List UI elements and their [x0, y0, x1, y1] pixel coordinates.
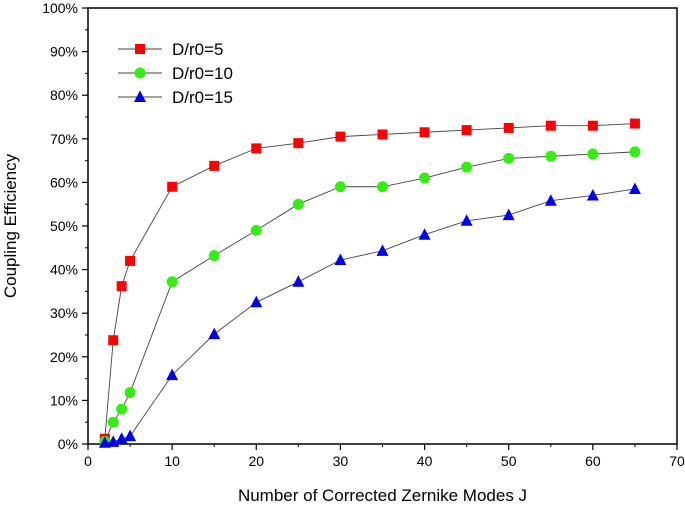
- data-point: [107, 435, 120, 447]
- x-tick-label: 10: [164, 453, 180, 469]
- y-tick-label: 10%: [50, 392, 78, 408]
- data-point: [377, 129, 388, 140]
- data-point: [419, 127, 430, 138]
- legend-label: D/r0=10: [172, 64, 233, 83]
- legend: D/r0=5 D/r0=10 D/r0=15: [118, 40, 233, 107]
- data-point: [334, 253, 347, 266]
- data-point: [460, 214, 473, 226]
- y-tick-label: 20%: [50, 349, 78, 365]
- x-tick-label: 60: [585, 453, 601, 469]
- data-point: [166, 276, 178, 288]
- data-point: [545, 150, 557, 162]
- data-point: [107, 416, 119, 428]
- data-point: [503, 152, 515, 164]
- x-tick-label: 0: [84, 453, 92, 469]
- data-point: [251, 143, 262, 154]
- series-line: [104, 151, 635, 442]
- data-point: [461, 125, 472, 136]
- data-point: [250, 295, 263, 308]
- legend-label: D/r0=5: [172, 40, 224, 59]
- series-line: [104, 123, 635, 439]
- data-point: [293, 138, 304, 149]
- legend-marker: [134, 90, 146, 102]
- legend-item: D/r0=10: [118, 64, 233, 83]
- data-point: [503, 122, 514, 133]
- data-point: [108, 335, 119, 346]
- x-axis-title: Number of Corrected Zernike Modes J: [238, 486, 527, 505]
- data-point: [419, 172, 431, 184]
- data-point: [124, 387, 136, 399]
- y-tick-label: 90%: [50, 44, 78, 60]
- y-tick-label: 40%: [50, 262, 78, 278]
- legend-marker: [135, 44, 145, 54]
- data-point: [125, 255, 136, 266]
- x-tick-label: 50: [501, 453, 517, 469]
- x-tick-label: 40: [417, 453, 433, 469]
- data-point: [208, 250, 220, 262]
- data-point: [98, 436, 111, 448]
- data-point: [502, 208, 515, 221]
- y-tick-label: 80%: [50, 87, 78, 103]
- y-tick-label: 0%: [58, 436, 78, 452]
- data-point: [335, 131, 346, 142]
- series-line: [104, 188, 635, 444]
- series-triangle: [98, 182, 641, 448]
- data-point: [418, 228, 431, 240]
- data-point: [629, 118, 640, 129]
- axes: 0 10 20 30 40 50 60 70 0% 10% 20% 30% 40% 50% 60% 70% 80…: [42, 0, 685, 469]
- x-tick-label: 30: [333, 453, 349, 469]
- data-point: [116, 281, 127, 292]
- data-point: [377, 181, 388, 193]
- data-point: [208, 327, 221, 340]
- data-point: [629, 146, 641, 158]
- data-point: [587, 148, 599, 160]
- data-point: [544, 194, 557, 206]
- y-tick-label: 70%: [50, 131, 78, 147]
- data-point: [334, 181, 346, 193]
- data-point: [250, 224, 262, 236]
- data-point: [587, 120, 598, 131]
- series-layer: [98, 118, 641, 448]
- data-point: [292, 198, 304, 210]
- x-tick-label: 20: [248, 453, 264, 469]
- legend-marker: [134, 67, 146, 79]
- data-point: [628, 182, 641, 194]
- series-circle: [99, 146, 641, 447]
- legend-label: D/r0=15: [172, 88, 233, 107]
- data-point: [461, 161, 473, 173]
- data-point: [116, 403, 128, 415]
- data-point: [376, 244, 389, 256]
- y-tick-label: 60%: [50, 174, 78, 190]
- y-axis-title: Coupling Efficiency: [1, 153, 20, 298]
- y-tick-label: 100%: [42, 0, 78, 16]
- y-tick-label: 50%: [50, 218, 78, 234]
- data-point: [167, 181, 178, 192]
- y-tick-label: 30%: [50, 305, 78, 321]
- legend-item: D/r0=5: [118, 40, 224, 59]
- series-square: [99, 118, 640, 444]
- data-point: [124, 429, 137, 442]
- data-point: [545, 120, 556, 131]
- data-point: [166, 368, 179, 381]
- data-point: [292, 275, 305, 287]
- data-point: [209, 160, 220, 171]
- data-point: [586, 188, 599, 201]
- legend-item: D/r0=15: [118, 88, 233, 107]
- x-tick-label: 70: [669, 453, 685, 469]
